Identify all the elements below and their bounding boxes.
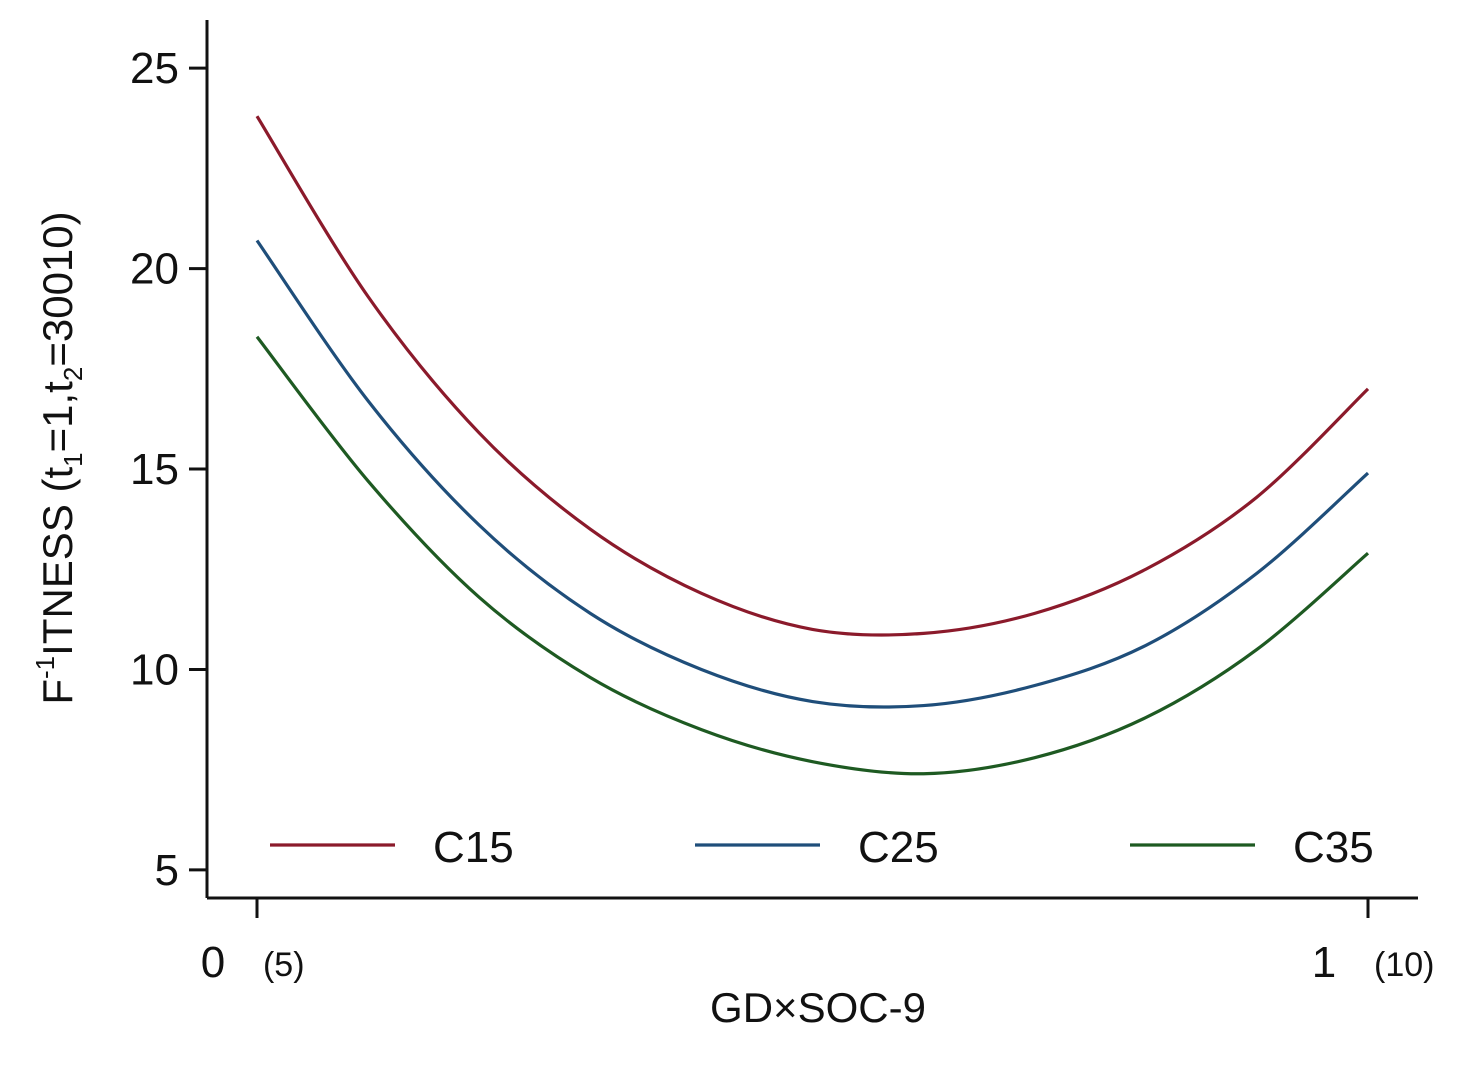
series-line-c35 xyxy=(255,335,1370,776)
y-axis-title-sub2: 2 xyxy=(58,367,88,381)
x-tick-label: 0 xyxy=(201,938,225,987)
legend-label-c25: C25 xyxy=(858,823,939,872)
y-axis-title-sup: -1 xyxy=(30,656,60,679)
y-axis-title-mid: =1,t xyxy=(34,381,81,453)
y-tick-label: 15 xyxy=(130,445,179,494)
series-lines xyxy=(255,115,1370,776)
y-axis-title-main: F xyxy=(34,679,81,705)
axes xyxy=(205,20,1418,900)
y-tick-label: 10 xyxy=(130,645,179,694)
x-tick-sublabel: (5) xyxy=(263,946,305,984)
x-ticks: 0 (5) 1 (10) xyxy=(201,898,1434,987)
y-axis-title-rest: ITNESS (t xyxy=(34,467,81,656)
y-tick-label: 5 xyxy=(155,846,179,895)
y-axis-title: F-1ITNESS (t1=1,t2=30010) xyxy=(30,211,88,704)
x-tick-label: 1 xyxy=(1312,938,1336,987)
legend: C15 C25 C35 xyxy=(270,823,1374,872)
y-axis-title-end: =30010) xyxy=(34,211,81,366)
series-line-c15 xyxy=(255,115,1370,637)
legend-label-c15: C15 xyxy=(433,823,514,872)
series-line-c25 xyxy=(255,239,1370,709)
x-axis-title: GD×SOC-9 xyxy=(710,984,926,1031)
y-tick-label: 25 xyxy=(130,44,179,93)
y-tick-label: 20 xyxy=(130,245,179,294)
y-axis-title-sub1: 1 xyxy=(58,452,88,466)
legend-label-c35: C35 xyxy=(1293,823,1374,872)
x-tick-sublabel: (10) xyxy=(1374,946,1434,984)
y-ticks: 5 10 15 20 25 xyxy=(130,44,207,895)
